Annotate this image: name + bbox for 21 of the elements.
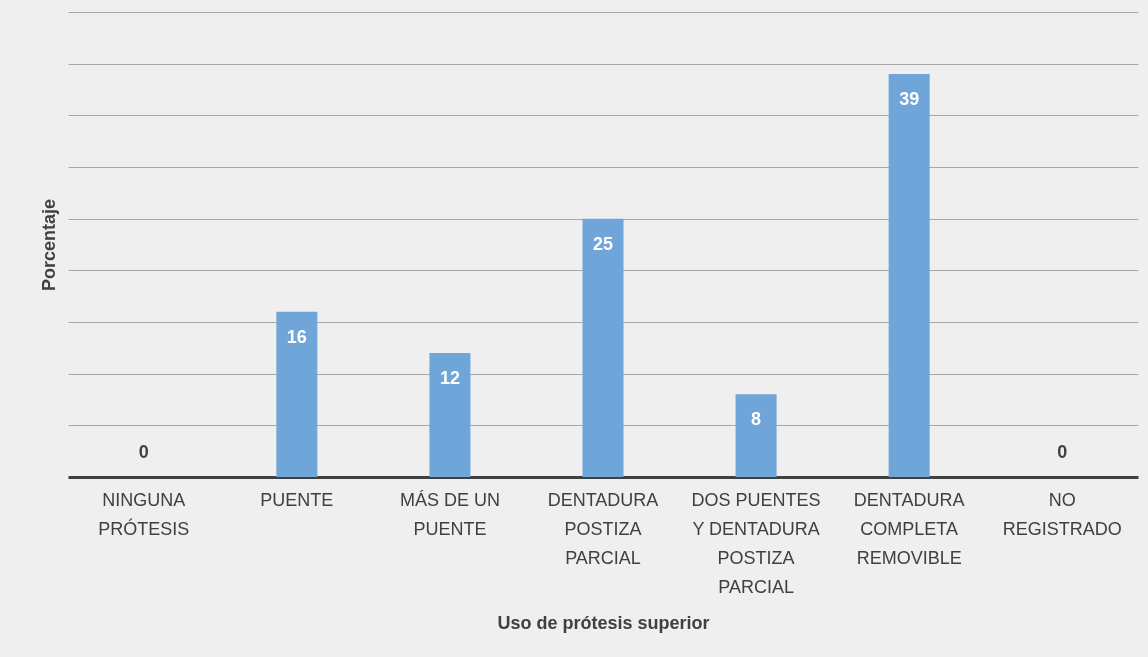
x-tick-label: NINGUNA PRÓTESIS <box>98 489 190 539</box>
x-axis-title: Uso de prótesis superior <box>497 612 710 633</box>
data-label: 25 <box>592 233 614 254</box>
x-tick-label: PUENTE <box>260 489 334 510</box>
data-label: 16 <box>286 326 307 347</box>
x-tick-label: DENTADURA COMPLETA REMOVIBLE <box>853 489 965 568</box>
bar <box>276 311 318 477</box>
data-label: 39 <box>899 89 920 109</box>
x-tick-label: MÁS DE UN PUENTE <box>399 489 500 539</box>
data-label: 8 <box>751 409 762 430</box>
bar <box>582 218 624 477</box>
data-label: 0 <box>138 442 149 462</box>
x-tick-label: DENTADURA POSTIZA PARCIAL <box>547 489 659 568</box>
y-axis-title: Porcentaje <box>38 198 59 292</box>
bar <box>888 74 930 477</box>
bar <box>429 353 471 477</box>
data-label: 0 <box>1057 442 1068 462</box>
x-tick-label: DOS PUENTES Y DENTADURA POSTIZA PARCIAL <box>691 489 821 597</box>
x-tick-label: NO REGISTRADO <box>1002 489 1122 539</box>
data-label: 12 <box>439 368 460 388</box>
bar <box>735 394 777 477</box>
